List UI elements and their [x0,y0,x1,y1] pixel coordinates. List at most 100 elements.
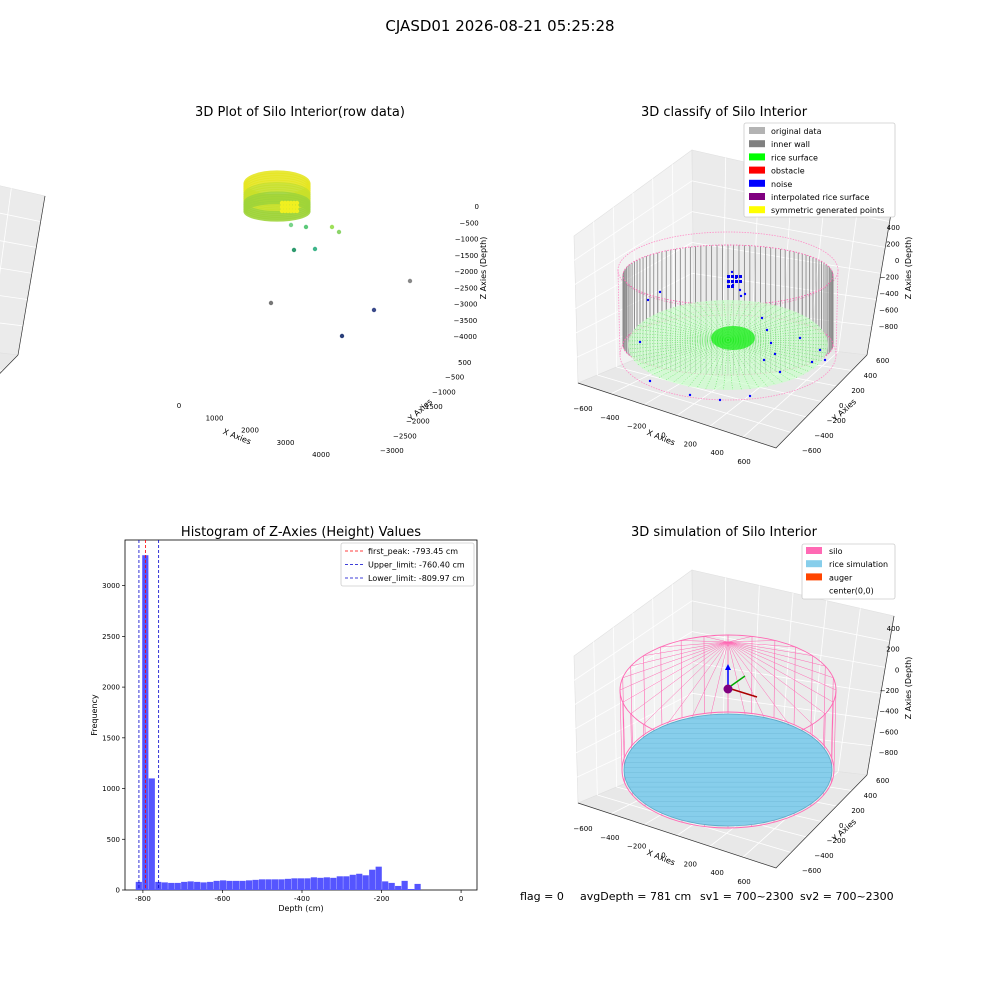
hist-bar [161,882,168,890]
tick-label: −200 [827,837,846,845]
axis-edge [866,195,895,356]
hist-bar [382,881,389,890]
x-tick-label: -200 [374,895,390,903]
hist-bar [375,866,382,890]
silo-wall-line [833,689,837,771]
hist-bar [349,874,356,890]
rice-radial-line [727,339,784,383]
legend-frame [340,542,475,587]
tick-label: 400 [864,372,877,380]
axis-edge [577,774,868,869]
hist-bar [245,880,253,890]
tick-label: −600 [573,825,592,833]
y-tick-label: 500 [107,836,120,844]
grid-line [573,242,693,310]
tick-label: −600 [879,307,898,315]
grid-line [573,211,693,286]
noise-point [823,358,827,362]
rice-radial-line [727,339,827,354]
rice-radial-line [665,309,729,341]
tick-label: −400 [600,414,619,422]
legend-swatch [806,586,822,594]
raw-z-ticks: 0 −500 −1000 −1500 −2000 −2500 −3000 −3500 −4000 [453,203,479,341]
rice-radial-line [627,339,729,346]
noise-cluster-point [731,285,734,288]
tick-label: −800 [879,749,898,757]
silo-wall-line [810,655,813,734]
legend-swatch [806,560,822,568]
rice-radial-line [727,339,742,390]
rice-radial-line [637,339,729,365]
rice-radial-line [642,339,729,369]
noise-cluster-point [735,275,738,278]
hist-bar [408,888,415,890]
tick-label: 0 [177,402,181,410]
grid-line [691,272,895,303]
silo-wall-line [630,666,633,745]
noise-point [760,316,764,320]
silo-wall-line [619,689,623,771]
hist-bar [317,877,324,890]
tick-label: −400 [879,708,898,716]
x-tick-label: -400 [294,895,310,903]
y-tick-label: 1000 [102,785,120,793]
hist-vlines [138,540,160,890]
tick-label: 200 [684,860,697,868]
hist-bar [174,882,181,890]
noise-point [748,394,752,398]
hist-bar [395,885,402,890]
noise-cluster-point [731,280,734,283]
tick-label: −4000 [453,333,477,341]
hist-bar [148,778,155,890]
hist-bars [135,555,421,890]
hist-bar [414,883,421,890]
legend-label: inner wall [771,140,810,149]
tick-label: 600 [737,458,750,466]
tick-label: −1000 [432,388,456,396]
hist-bar [369,869,376,890]
footer-avg-depth: avgDepth = 781 cm [580,890,691,903]
outlier-point [288,222,294,228]
footer-flag: flag = 0 [520,890,564,903]
rice-surface [623,713,833,827]
silo-roof-line [727,641,813,656]
sim-rice-surface [623,713,833,827]
tick-label: 0 [661,432,665,440]
tick-label: 400 [710,869,723,877]
raw-zlabel: Z Axies (Depth) [479,237,488,300]
legend-label: silo [829,547,843,556]
legend-label: Upper_limit: -760.40 cm [368,561,465,570]
legend-swatch [749,127,765,134]
noise-point [688,393,692,397]
hist-bar [362,875,369,890]
hist-bar [239,880,246,890]
rice-radial-line [723,300,729,341]
noise-point [658,290,662,294]
silo-wall-line [622,677,625,758]
hist-bar [343,876,350,890]
hist-ylabel: Frequency [90,694,99,736]
noise-point [738,288,742,292]
tick-label: 2000 [241,427,259,435]
noise-point [743,292,747,296]
noise-point [773,352,777,356]
tick-label: −3500 [454,317,478,325]
silo-roof-line [622,641,729,678]
raw-y-ticks: 500 −500 −1000 −1500 −2000 −2500 −3000 [380,359,471,455]
tick-label: 200 [684,440,697,448]
tick-label: 200 [851,807,864,815]
auger-axis-z-head [725,664,731,670]
tick-label: 600 [876,777,889,785]
panel-classify: 3D classify of Silo Interior −600 −400 −20… [573,105,913,466]
legend-label: rice surface [771,153,818,162]
outlier-point [336,229,342,235]
legend-label: auger [829,573,853,582]
classify-title: 3D classify of Silo Interior [641,105,808,120]
rice-radial-line [658,339,729,378]
silo-wall-line [831,677,834,758]
legend-swatch [749,140,765,148]
hist-xlabel: Depth (cm) [278,904,323,913]
footer-sv1: sv1 = 700~2300 [700,890,794,903]
